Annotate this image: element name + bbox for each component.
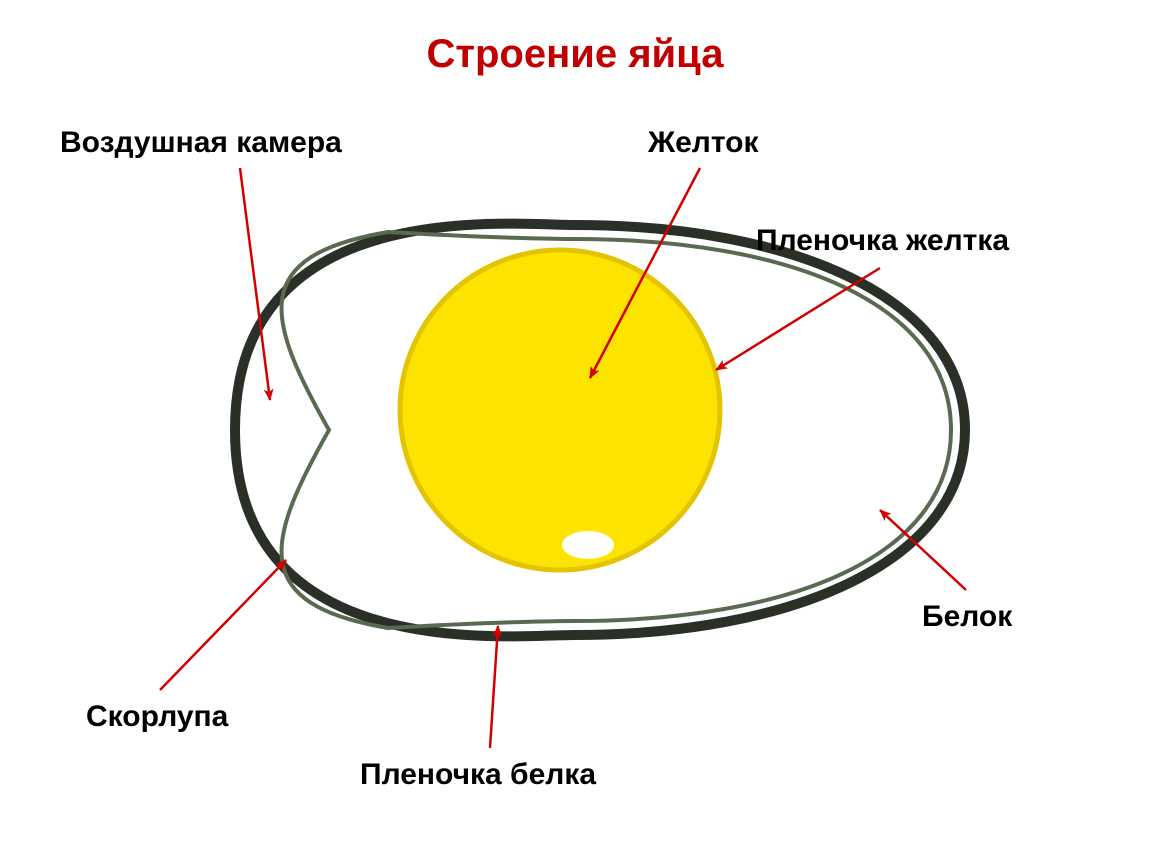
arrow-shell bbox=[160, 560, 286, 690]
label-albumen: Белок bbox=[922, 600, 1012, 634]
diagram-canvas: Строение яйца Воздушная камера Желток Пл… bbox=[0, 0, 1150, 864]
label-shell: Скорлупа bbox=[86, 700, 228, 734]
arrow-yolk-membrane bbox=[716, 268, 880, 370]
label-albumen-membrane: Пленочка белка bbox=[360, 758, 596, 792]
arrow-albumen bbox=[880, 510, 966, 590]
arrow-albumen-membrane bbox=[490, 626, 498, 748]
label-air-chamber: Воздушная камера bbox=[60, 126, 342, 160]
label-yolk-membrane: Пленочка желтка bbox=[756, 224, 1009, 258]
diagram-title: Строение яйца bbox=[0, 32, 1150, 77]
label-yolk: Желток bbox=[648, 126, 759, 160]
egg-yolk bbox=[400, 250, 720, 570]
egg-yolk-highlight bbox=[562, 531, 614, 559]
